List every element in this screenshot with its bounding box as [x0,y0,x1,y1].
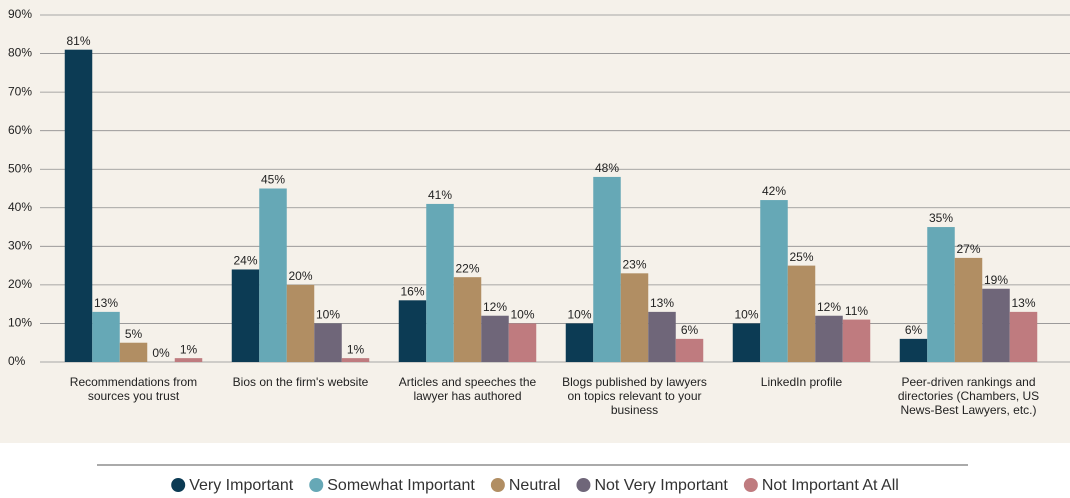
bar [508,323,537,362]
plot-background [0,0,1070,443]
legend-marker [743,478,758,492]
value-label: 6% [681,323,699,337]
bar [927,227,955,362]
y-tick-label: 60% [8,123,32,137]
value-label: 1% [180,342,198,356]
legend-marker [576,478,591,492]
bar [231,269,260,362]
value-label: 19% [984,273,1008,287]
value-label: 10% [510,308,534,322]
bar [286,284,315,362]
value-label: 23% [622,257,646,271]
value-label: 13% [94,296,118,310]
x-tick-label: Articles and speeches the lawyer has aut… [398,375,537,403]
value-label: 12% [817,300,841,314]
bar [648,311,676,362]
bar [453,277,482,362]
bar [815,315,843,362]
y-tick-label: 20% [8,277,32,291]
y-tick-label: 0% [8,354,26,368]
legend-label: Neutral [509,477,561,494]
x-tick-label: Recommendations from sources you trust [69,375,198,403]
value-label: 24% [233,254,257,268]
legend-label: Very Important [189,477,294,494]
bar [92,311,120,362]
bar [565,323,594,362]
bar [426,203,454,362]
legend-label: Not Very Important [594,477,728,494]
bar [954,257,983,362]
bar [398,300,427,362]
value-label: 10% [734,308,758,322]
legend-label: Somewhat Important [327,477,475,494]
legend-marker [490,478,505,492]
value-label: 25% [789,250,813,264]
value-label: 11% [845,304,868,318]
bar [341,358,370,362]
y-tick-label: 80% [8,46,32,60]
x-tick-label: Peer-driven rankings and directories (Ch… [897,375,1040,417]
value-label: 12% [483,300,507,314]
value-label: 45% [261,173,285,187]
bar [259,188,287,362]
value-label: 16% [400,284,424,298]
value-label: 13% [650,296,674,310]
bar [732,323,761,362]
bar [787,265,816,362]
x-tick-label: Blogs published by lawyers on topics rel… [562,375,707,417]
bar [760,200,788,362]
legend-marker [309,478,324,492]
y-tick-label: 40% [8,200,32,214]
bar [174,358,203,362]
value-label: 81% [66,34,90,48]
value-label: 41% [428,188,452,202]
x-tick-label: LinkedIn profile [760,375,843,389]
bar [481,315,509,362]
value-label: 10% [316,308,340,322]
bar [899,338,928,362]
bar [314,323,342,362]
bar [119,342,148,362]
value-label: 42% [762,184,786,198]
value-label: 35% [929,211,953,225]
y-tick-label: 50% [8,161,32,175]
bar [593,176,621,362]
bar [64,49,93,362]
legend-marker [171,478,186,492]
bar [1009,311,1038,362]
bar [842,319,871,362]
value-label: 22% [455,261,479,275]
y-tick-label: 10% [8,316,32,330]
y-tick-label: 70% [8,84,32,98]
value-label: 20% [288,269,312,283]
value-label: 0% [152,346,170,360]
y-tick-label: 90% [8,7,32,21]
y-tick-label: 30% [8,239,32,253]
bar [675,338,704,362]
value-label: 6% [905,323,923,337]
value-label: 5% [125,327,143,341]
value-label: 1% [347,342,365,356]
legend-label: Not Important At All [762,477,899,494]
bar [982,288,1010,362]
value-label: 10% [567,308,591,322]
value-label: 27% [956,242,980,256]
x-tick-label: Bios on the firm's website [232,375,369,389]
bar [620,273,649,362]
value-label: 13% [1011,296,1035,310]
value-label: 48% [595,161,619,175]
